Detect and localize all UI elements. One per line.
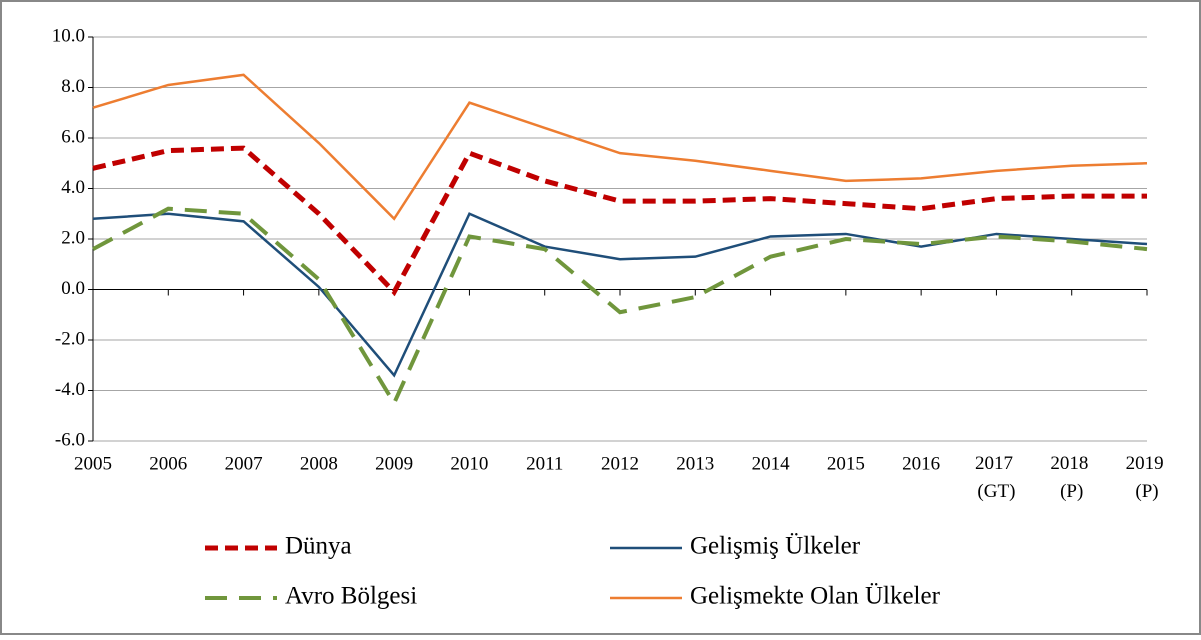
y-tick-label: 2.0 xyxy=(61,227,85,248)
series-line xyxy=(92,73,1148,221)
x-tick-label: 2012 xyxy=(601,453,639,474)
legend-label: Gelişmiş Ülkeler xyxy=(690,533,861,560)
series-line xyxy=(92,206,1148,408)
y-tick-label: 4.0 xyxy=(61,177,85,198)
x-tick-label: 2005 xyxy=(74,453,112,474)
y-tick-label: -6.0 xyxy=(55,429,85,450)
x-tick-label: 2018 (P) xyxy=(1050,453,1093,502)
x-tick-label: 2017 (GT) xyxy=(975,453,1018,502)
x-tick-label: 2007 xyxy=(225,453,263,474)
legend-label: Gelişmekte Olan Ülkeler xyxy=(690,583,941,610)
y-tick-label: 0.0 xyxy=(61,278,85,299)
y-tick-label: -4.0 xyxy=(55,379,85,400)
x-tick-label: 2016 xyxy=(902,453,940,474)
x-tick-label: 2019 (P) xyxy=(1126,453,1169,502)
x-tick-label: 2010 xyxy=(450,453,488,474)
y-tick-label: 10.0 xyxy=(52,25,85,46)
x-tick-label: 2013 xyxy=(676,453,714,474)
series-line xyxy=(92,145,1147,297)
legend-label: Avro Bölgesi xyxy=(285,583,417,610)
y-tick-label: -2.0 xyxy=(55,328,85,349)
x-tick-label: 2008 xyxy=(300,453,338,474)
x-tick-label: 2006 xyxy=(149,453,187,474)
legend-label: Dünya xyxy=(285,533,352,560)
x-tick-label: 2015 xyxy=(827,453,865,474)
y-tick-label: 8.0 xyxy=(61,76,85,97)
x-tick-label: 2009 xyxy=(375,453,413,474)
x-tick-label: 2011 xyxy=(526,453,563,474)
y-tick-label: 6.0 xyxy=(61,126,85,147)
x-tick-label: 2014 xyxy=(752,453,791,474)
